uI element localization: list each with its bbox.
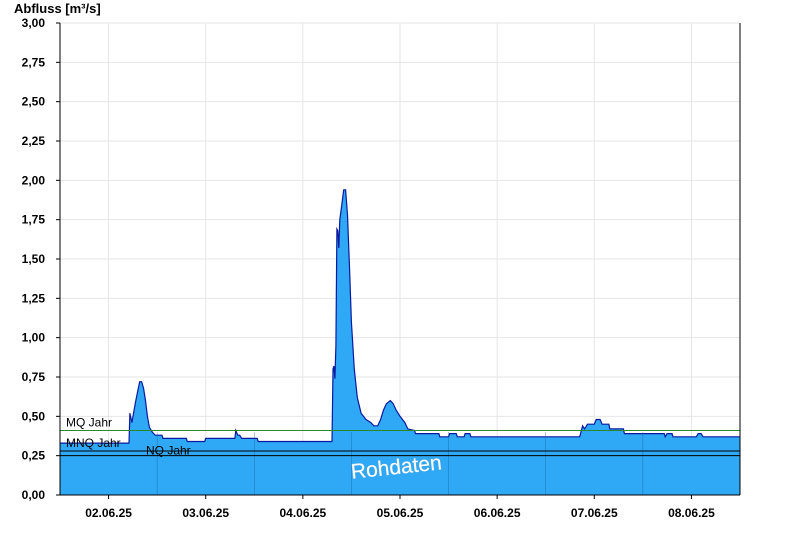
reference-line-label: NQ Jahr <box>146 444 191 458</box>
discharge-line <box>60 189 740 444</box>
reference-line-label: MQ Jahr <box>66 415 112 429</box>
y-tick-label: 1,00 <box>22 331 46 345</box>
y-tick-label: 0,25 <box>22 449 46 463</box>
x-tick-label: 07.06.25 <box>571 506 618 520</box>
y-axis-label: Abfluss [m³/s] <box>14 1 101 16</box>
y-tick-label: 2,25 <box>22 134 46 148</box>
y-tick-label: 2,75 <box>22 55 46 69</box>
grid-lines <box>60 22 740 495</box>
y-tick-label: 1,25 <box>22 291 46 305</box>
y-tick-label: 1,75 <box>22 213 46 227</box>
discharge-area <box>60 189 740 496</box>
reference-line-label: MNQ Jahr <box>66 436 121 450</box>
y-tick-label: 1,50 <box>22 252 46 266</box>
x-tick-label: 08.06.25 <box>668 506 715 520</box>
y-tick-label: 0,00 <box>22 488 46 502</box>
y-tick-label: 2,50 <box>22 95 46 109</box>
x-tick-label: 06.06.25 <box>474 506 521 520</box>
x-tick-label: 03.06.25 <box>182 506 229 520</box>
discharge-fill <box>60 189 740 496</box>
y-tick-label: 3,00 <box>22 16 46 30</box>
x-tick-label: 02.06.25 <box>85 506 132 520</box>
x-tick-label: 05.06.25 <box>377 506 424 520</box>
y-tick-label: 2,00 <box>22 173 46 187</box>
x-tick-label: 04.06.25 <box>279 506 326 520</box>
y-tick-label: 0,75 <box>22 370 46 384</box>
reference-lines: MQ Jahr MNQ Jahr NQ Jahr <box>60 415 740 458</box>
axes: 0,00 0,25 0,50 0,75 1,00 1,25 1,50 1,75 2,00 2,25… <box>22 16 741 520</box>
y-tick-label: 0,50 <box>22 409 46 423</box>
